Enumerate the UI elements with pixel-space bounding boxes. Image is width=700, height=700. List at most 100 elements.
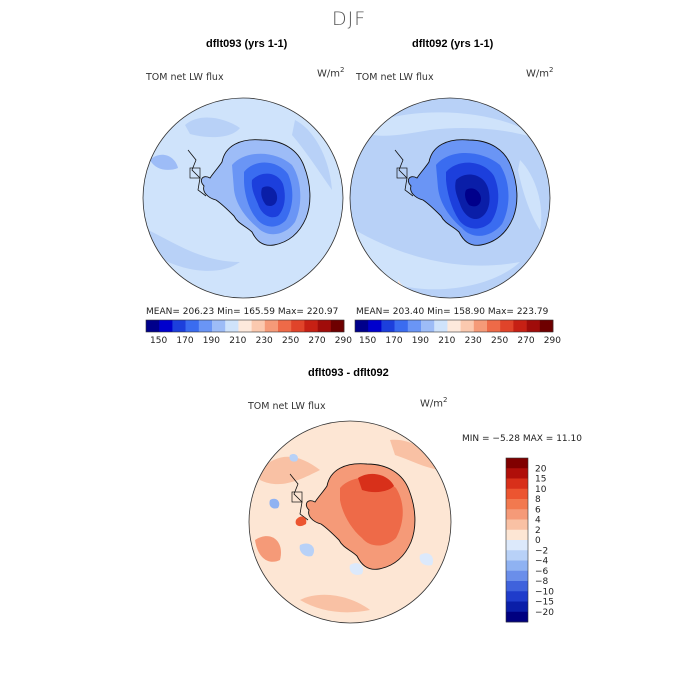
- panel3-map: [248, 420, 452, 624]
- colorbar3-tick-label: −15: [535, 598, 554, 608]
- colorbar3-swatch: [506, 509, 528, 520]
- panel1-stats: MEAN= 206.23 Min= 165.59 Max= 220.97: [146, 307, 339, 317]
- colorbar2-tick-label: 230: [465, 336, 482, 346]
- colorbar2-swatch: [473, 320, 488, 332]
- colorbar1-tick-label: 230: [256, 336, 273, 346]
- colorbar2-swatch: [487, 320, 501, 332]
- colorbar2-swatch: [526, 320, 541, 332]
- panel2-units: W/m2: [526, 66, 554, 80]
- colorbar2-tick-label: 270: [517, 336, 534, 346]
- map1-patch: [292, 120, 332, 190]
- map1-patch: [150, 154, 178, 170]
- colorbar1-swatch: [172, 320, 186, 332]
- colorbar1-swatch: [159, 320, 173, 332]
- colorbar3-swatch: [506, 560, 528, 572]
- colorbar3-tick-label: −6: [535, 567, 549, 577]
- colorbar1-tick-label: 150: [150, 336, 167, 346]
- colorbar2-tick-label: 290: [544, 336, 561, 346]
- colorbar3-swatch: [506, 601, 528, 613]
- colorbar1-swatch: [291, 320, 305, 332]
- colorbar2-swatch: [539, 320, 554, 332]
- colorbar3-tick-label: −8: [535, 577, 549, 587]
- map2-boundary: [349, 97, 551, 299]
- panel1-variable-label: TOM net LW flux: [146, 72, 224, 83]
- panel2-variable-label: TOM net LW flux: [356, 72, 434, 83]
- colorbar3-tick-label: −10: [535, 587, 554, 597]
- colorbar2-swatch: [500, 320, 514, 332]
- colorbar1-swatch: [264, 320, 279, 332]
- colorbar1-swatch: [304, 320, 318, 332]
- colorbar1-swatch: [330, 320, 345, 332]
- map1-boundary: [142, 97, 344, 299]
- colorbar3-tick-label: 10: [535, 485, 547, 495]
- colorbar3-tick-label: 20: [535, 464, 547, 474]
- colorbar2-tick-label: 170: [385, 336, 402, 346]
- panel2-title: dflt092 (yrs 1-1): [412, 38, 494, 50]
- colorbar3-tick-label: 0: [535, 536, 541, 546]
- colorbar1-swatch: [238, 320, 252, 332]
- colorbar2-frame: [354, 319, 554, 333]
- colorbar2-swatch: [421, 320, 435, 332]
- colorbar2-swatch: [434, 320, 448, 332]
- colorbars: 150 170 190 210 230 250 270 290 150 170 190 210 230 2…: [145, 319, 561, 623]
- colorbar3-tick-label: −20: [535, 608, 554, 618]
- colorbar3-swatch: [506, 499, 528, 510]
- colorbar1-frame: [145, 319, 345, 333]
- colorbar1-swatch: [146, 320, 160, 332]
- colorbar3-tick-label: 8: [535, 495, 541, 505]
- colorbar1-swatch: [198, 320, 213, 332]
- colorbar1-tick-label: 190: [203, 336, 220, 346]
- colorbar3-tick-label: −4: [535, 557, 549, 567]
- map1-patch: [148, 230, 240, 271]
- colorbar1-tick-label: 270: [308, 336, 325, 346]
- colorbar3-tick-label: 2: [535, 526, 541, 536]
- colorbar2-swatch: [394, 320, 409, 332]
- panel1-title: dflt093 (yrs 1-1): [206, 38, 288, 50]
- colorbar2-tick-label: 210: [438, 336, 455, 346]
- colorbar1-tick-label: 290: [335, 336, 352, 346]
- colorbar3-swatch: [506, 529, 528, 541]
- colorbar2-tick-label: 190: [412, 336, 429, 346]
- colorbar3-tick-label: 4: [535, 516, 541, 526]
- colorbar1-tick-label: 170: [176, 336, 193, 346]
- panel3-title: dflt093 - dflt092: [308, 367, 389, 379]
- colorbar1-swatch: [212, 320, 226, 332]
- colorbar3-swatch: [506, 550, 528, 561]
- colorbar3-frame: [505, 457, 529, 623]
- map3-boundary: [248, 420, 452, 624]
- colorbar1-swatch: [317, 320, 332, 332]
- colorbar2-swatch: [381, 320, 395, 332]
- colorbar1-swatch: [185, 320, 200, 332]
- panel2-stats: MEAN= 203.40 Min= 158.90 Max= 223.79: [356, 307, 549, 317]
- panel2-map: [349, 97, 551, 299]
- colorbar1-swatch: [225, 320, 239, 332]
- colorbar3-tick-label: 15: [535, 475, 546, 485]
- colorbar3-swatch: [506, 468, 528, 479]
- colorbar2-swatch: [460, 320, 475, 332]
- colorbar1-swatch: [251, 320, 266, 332]
- page-title: DJF: [332, 8, 367, 30]
- colorbar3-swatch: [506, 611, 528, 623]
- panel3-stats: MIN = −5.28 MAX = 11.10: [462, 434, 582, 444]
- colorbar2-tick-label: 250: [491, 336, 508, 346]
- panel1-units: W/m2: [317, 66, 345, 80]
- map1-patch: [185, 117, 240, 138]
- colorbar1-tick-label: 250: [282, 336, 299, 346]
- colorbar2-swatch: [447, 320, 461, 332]
- panel1-map: [142, 97, 344, 299]
- colorbar2-swatch: [368, 320, 382, 332]
- panel3-units: W/m2: [420, 396, 448, 410]
- colorbar3-swatch: [506, 478, 528, 490]
- colorbar1-swatch: [278, 320, 292, 332]
- colorbar3-swatch: [506, 570, 528, 582]
- colorbar3-swatch: [506, 458, 528, 469]
- colorbar1-tick-label: 210: [229, 336, 246, 346]
- colorbar3-swatch: [506, 519, 528, 531]
- colorbar3-tick-label: 6: [535, 505, 541, 515]
- colorbar2-swatch: [355, 320, 369, 332]
- colorbar3-swatch: [506, 488, 528, 500]
- colorbar3-swatch: [506, 540, 528, 551]
- colorbar3-swatch: [506, 581, 528, 592]
